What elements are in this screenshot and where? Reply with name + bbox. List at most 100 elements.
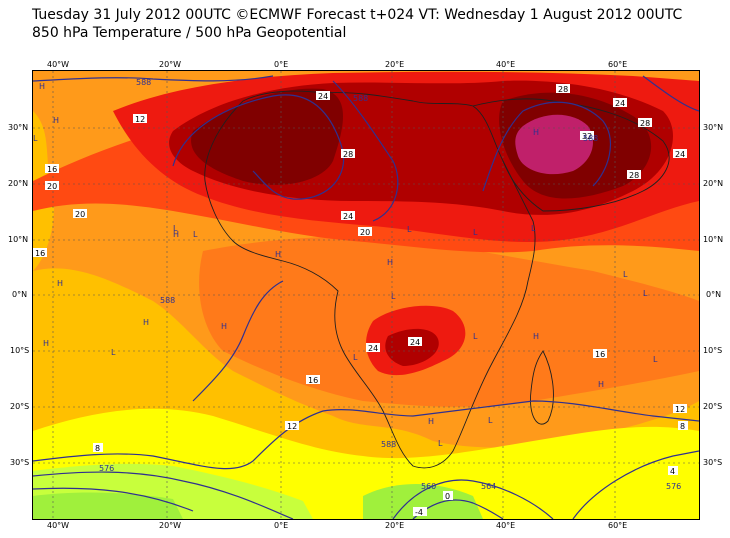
low-pressure-label: L	[623, 270, 628, 279]
low-pressure-label: L	[473, 332, 478, 341]
high-pressure-label: H	[221, 322, 227, 331]
lon-tick-top: 20°W	[159, 60, 182, 69]
low-pressure-label: L	[111, 348, 116, 357]
lat-tick-left: 10°N	[8, 235, 29, 244]
geopotential-label: 564	[481, 482, 496, 491]
lon-tick-bottom: 20°E	[385, 521, 405, 530]
isotherm-label: 24	[410, 338, 420, 347]
temperature-field-dark-red-central	[385, 328, 439, 366]
isotherm-label: 12	[135, 115, 145, 124]
isotherm-label: 20	[360, 228, 370, 237]
geopotential-label: 576	[666, 482, 681, 491]
isotherm-label: 32	[582, 132, 592, 141]
lat-tick-left: 20°N	[8, 179, 29, 188]
high-pressure-label: H	[428, 417, 434, 426]
lon-tick-bottom: 40°W	[47, 521, 70, 530]
lat-tick-right: 30°N	[703, 123, 724, 132]
isotherm-label: 28	[640, 119, 650, 128]
geopotential-label: 560	[421, 482, 436, 491]
lon-tick-top: 20°E	[385, 60, 405, 69]
isotherm-label: 28	[629, 171, 639, 180]
title-line-1: Tuesday 31 July 2012 00UTC ©ECMWF Foreca…	[32, 7, 683, 23]
geopotential-label: 588	[353, 94, 368, 103]
lat-tick-right: 20°N	[703, 179, 724, 188]
lon-tick-bottom: 40°E	[496, 521, 516, 530]
coastline	[204, 90, 670, 469]
isotherm-label: 16	[35, 249, 45, 258]
geopotential-label: 588	[381, 440, 396, 449]
geopotential-contours	[33, 75, 699, 519]
temperature-field-green	[33, 492, 183, 519]
low-pressure-label: L	[643, 289, 648, 298]
high-pressure-label: H	[275, 250, 281, 259]
isotherm-label: 4	[670, 467, 675, 476]
title-block: Tuesday 31 July 2012 00UTC ©ECMWF Foreca…	[32, 6, 682, 42]
low-pressure-label: L	[488, 416, 493, 425]
isotherm-label: 24	[318, 92, 328, 101]
low-pressure-label: L	[353, 353, 358, 362]
isotherm-label: 16	[308, 376, 318, 385]
pressure-centers: H H L L L L L H H H H H H L H H L L L H …	[33, 82, 658, 448]
temperature-field-maroon-west	[191, 88, 343, 185]
lon-tick-top: 40°W	[47, 60, 70, 69]
low-pressure-label: L	[473, 228, 478, 237]
weather-map: 12 16 20 20 24 28 24 20 16 28 24 28 24	[32, 70, 700, 520]
isotherm-label: 12	[675, 405, 685, 414]
lon-tick-bottom: 60°E	[608, 521, 628, 530]
high-pressure-label: H	[598, 380, 604, 389]
isotherm-label: 24	[368, 344, 378, 353]
low-pressure-label: L	[193, 230, 198, 239]
isotherm-label: 28	[343, 150, 353, 159]
isotherm-label: 24	[675, 150, 685, 159]
geopotential-label: 588	[583, 134, 598, 143]
isotherm-label: 16	[595, 350, 605, 359]
low-pressure-label: L	[531, 224, 536, 233]
geopotential-labels: 588 588 588 576 588 560 564 576 588	[99, 78, 681, 491]
isotherm-label: 12	[287, 422, 297, 431]
isotherm-label: 24	[615, 99, 625, 108]
lat-tick-right: 20°S	[703, 402, 723, 411]
high-pressure-label: H	[533, 128, 539, 137]
graticule	[33, 71, 699, 519]
low-pressure-label: L	[438, 439, 443, 448]
map-svg: 12 16 20 20 24 28 24 20 16 28 24 28 24	[33, 71, 699, 519]
lat-tick-left: 10°S	[10, 346, 30, 355]
isotherm-label: 8	[95, 444, 100, 453]
high-pressure-label: H	[143, 318, 149, 327]
isotherm-label: 0	[445, 492, 450, 501]
lat-tick-right: 10°N	[703, 235, 724, 244]
low-pressure-label: L	[33, 134, 38, 143]
high-pressure-label: H	[387, 258, 393, 267]
isotherm-label: 28	[558, 85, 568, 94]
high-pressure-label: H	[39, 82, 45, 91]
lat-tick-left: 0°N	[12, 290, 28, 299]
isotherm-label: 20	[47, 182, 57, 191]
isotherm-labels: 12 16 20 20 24 28 24 20 16 28 24 28 24	[33, 84, 688, 517]
lat-tick-right: 0°N	[706, 290, 722, 299]
lon-tick-bottom: 0°E	[274, 521, 289, 530]
lat-tick-left: 30°N	[8, 123, 29, 132]
high-pressure-label: H	[57, 279, 63, 288]
isotherm-label: 16	[47, 165, 57, 174]
low-pressure-label: L	[407, 225, 412, 234]
lon-tick-bottom: 20°W	[159, 521, 182, 530]
lon-tick-top: 0°E	[274, 60, 289, 69]
isotherm-label: 24	[343, 212, 353, 221]
isotherm-label: -4	[415, 508, 423, 517]
geopotential-label: 576	[99, 464, 114, 473]
high-pressure-label: H	[173, 230, 179, 239]
lat-tick-left: 20°S	[10, 402, 30, 411]
geopotential-label: 588	[136, 78, 151, 87]
low-pressure-label: L	[391, 292, 396, 301]
isotherm-label: 8	[680, 422, 685, 431]
lon-tick-top: 60°E	[608, 60, 628, 69]
high-pressure-label: H	[533, 332, 539, 341]
low-pressure-label: L	[173, 224, 178, 233]
geopotential-label: 588	[160, 296, 175, 305]
lat-tick-right: 30°S	[703, 458, 723, 467]
lon-tick-top: 40°E	[496, 60, 516, 69]
temperature-field-magenta	[515, 114, 593, 175]
isotherm-label: 20	[75, 210, 85, 219]
high-pressure-label: H	[43, 339, 49, 348]
lat-tick-left: 30°S	[10, 458, 30, 467]
